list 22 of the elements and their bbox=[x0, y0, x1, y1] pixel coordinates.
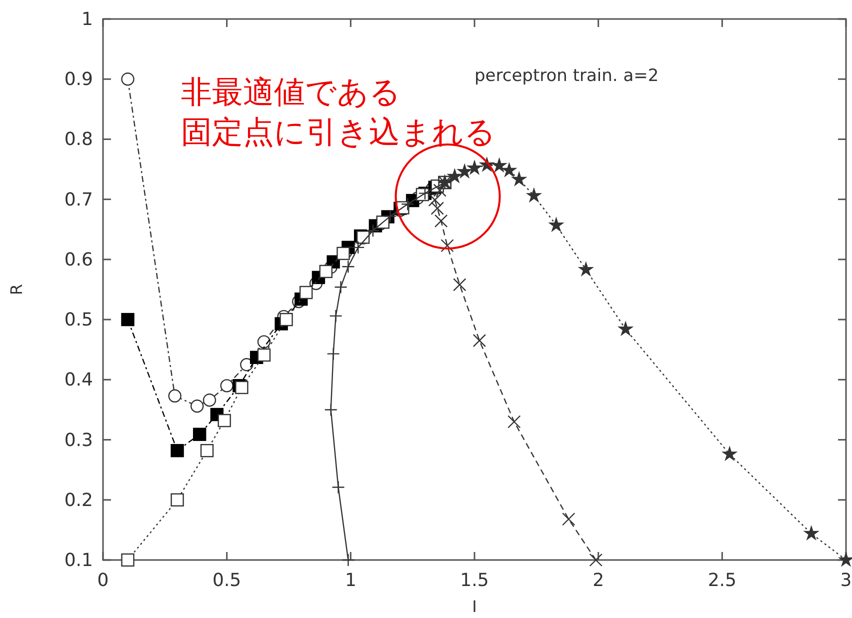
annotation: 非最適値である bbox=[180, 74, 401, 110]
x-axis-title: I bbox=[472, 597, 477, 616]
x-tick-label: 1 bbox=[344, 570, 356, 591]
y-tick-label: 0.2 bbox=[64, 490, 93, 511]
annotation: 固定点に引き込まれる bbox=[180, 114, 496, 150]
x-tick-label: 0 bbox=[97, 570, 109, 591]
y-tick-label: 0.6 bbox=[64, 249, 93, 270]
y-tick-label: 0.7 bbox=[64, 189, 93, 210]
x-tick-label: 1.5 bbox=[460, 570, 489, 591]
annotation: perceptron train. a=2 bbox=[474, 66, 659, 86]
y-axis-title: R bbox=[7, 284, 26, 296]
x-tick-label: 3 bbox=[840, 570, 852, 591]
y-tick-label: 0.1 bbox=[64, 550, 93, 571]
x-tick-label: 2.5 bbox=[708, 570, 736, 591]
y-tick-label: 0.8 bbox=[64, 129, 93, 150]
y-tick-label: 0.4 bbox=[64, 370, 93, 391]
y-tick-label: 0.9 bbox=[64, 69, 93, 90]
y-tick-label: 1 bbox=[82, 9, 93, 30]
x-tick-label: 2 bbox=[592, 570, 604, 591]
y-tick-label: 0.5 bbox=[64, 310, 93, 331]
y-tick-label: 0.3 bbox=[64, 430, 93, 451]
x-tick-label: 0.5 bbox=[212, 570, 242, 591]
